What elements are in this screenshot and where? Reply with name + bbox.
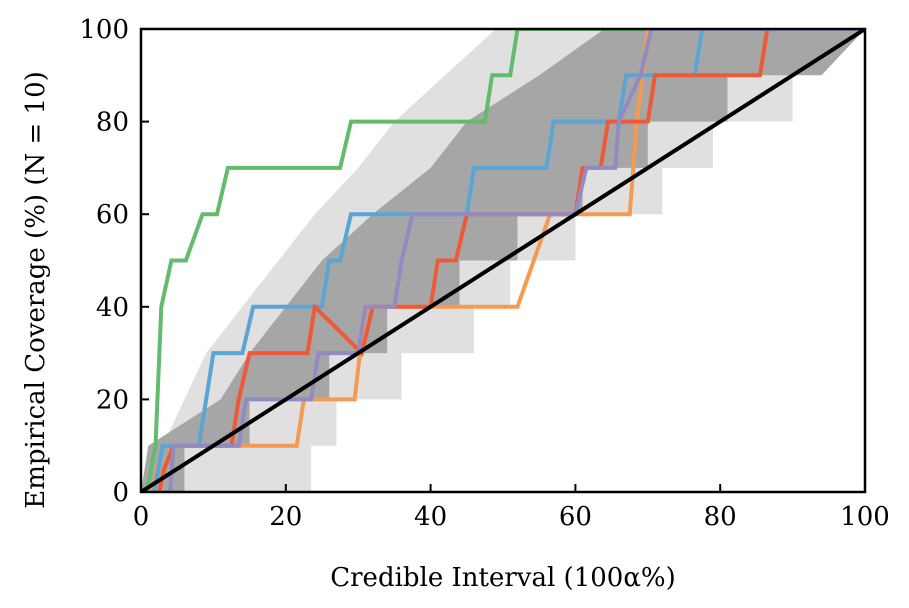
plot-frame: [139, 27, 867, 494]
series-line-4: [157, 29, 865, 492]
series-line-5: [166, 29, 865, 492]
series-line-6: [141, 29, 865, 492]
y-tick-label: 40: [96, 293, 129, 323]
x-axis-label: Credible Interval (100α%): [330, 563, 676, 593]
series-lines: [141, 29, 865, 492]
series-line-3: [152, 29, 865, 492]
x-tick-label: 40: [414, 502, 447, 532]
x-tick-label: 100: [840, 502, 890, 532]
x-tick-label: 20: [269, 502, 302, 532]
x-tick-label: 80: [704, 502, 737, 532]
series-line-1: [144, 29, 865, 492]
y-axis-label: Empirical Coverage (%) (N = 10): [21, 71, 51, 509]
x-tick-label: 60: [559, 502, 592, 532]
y-axis-ticks: 0 20 40 60 80 100: [79, 15, 149, 508]
y-tick-label: 0: [112, 478, 129, 508]
y-tick-label: 20: [96, 385, 129, 415]
x-axis-ticks: 0 20 40 60 80 100: [133, 484, 890, 532]
y-tick-label: 80: [96, 108, 129, 138]
x-tick-label: 0: [133, 502, 150, 532]
y-tick-label: 100: [79, 15, 129, 45]
y-tick-label: 60: [96, 200, 129, 230]
